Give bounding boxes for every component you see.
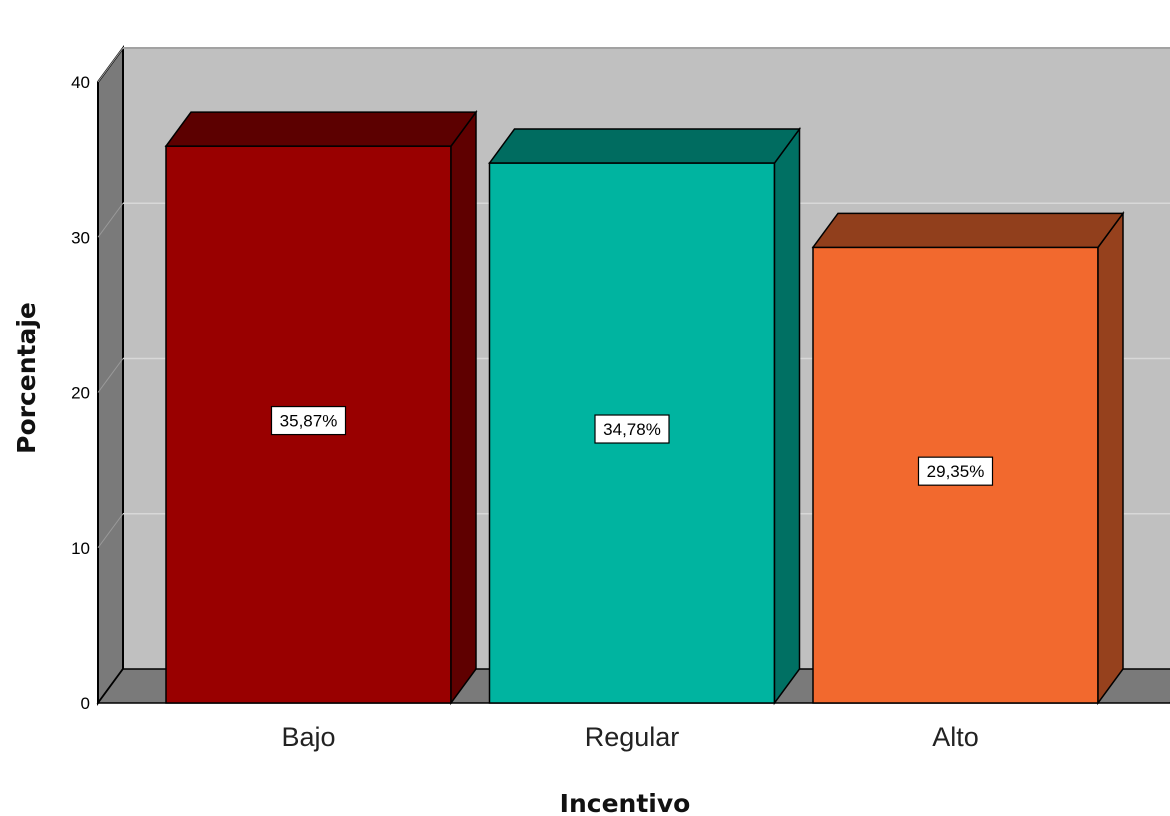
y-axis-title: Porcentaje xyxy=(12,302,41,454)
x-axis: Bajo Regular Alto xyxy=(281,722,978,752)
y-tick-label: 20 xyxy=(71,384,90,403)
bars: 35,87% 34,78% 29,35% xyxy=(164,109,1125,706)
y-tick-label: 0 xyxy=(81,694,90,713)
y-tick-label: 10 xyxy=(71,539,90,558)
data-label-box xyxy=(594,414,670,444)
bar-top xyxy=(164,111,478,147)
bar-bajo: 35,87% xyxy=(164,109,478,706)
data-label: 35,87% xyxy=(280,412,338,431)
x-tick-label: Regular xyxy=(585,722,680,752)
bar-regular: 34,78% xyxy=(488,126,801,706)
gridline-side xyxy=(97,202,124,238)
bar-top xyxy=(488,128,801,164)
x-tick-label: Alto xyxy=(932,722,979,752)
data-label-box xyxy=(917,456,994,486)
x-axis-title: Incentivo xyxy=(560,789,691,816)
bar-side xyxy=(1097,211,1124,706)
bar-top xyxy=(811,212,1125,249)
bar-side xyxy=(773,126,801,706)
y-axis: 0 10 20 30 40 xyxy=(71,73,90,713)
gridline-side xyxy=(97,47,124,83)
bar-side xyxy=(450,109,477,706)
data-label: 34,78% xyxy=(603,420,661,439)
data-label: 29,35% xyxy=(927,462,985,481)
y-tick-label: 30 xyxy=(71,228,90,247)
x-tick-label: Bajo xyxy=(281,722,335,752)
y-tick-label: 40 xyxy=(71,73,90,92)
data-label-box xyxy=(270,405,347,436)
gridline-side xyxy=(97,513,124,549)
gridline-side xyxy=(97,358,124,393)
bar-alto: 29,35% xyxy=(811,211,1125,706)
